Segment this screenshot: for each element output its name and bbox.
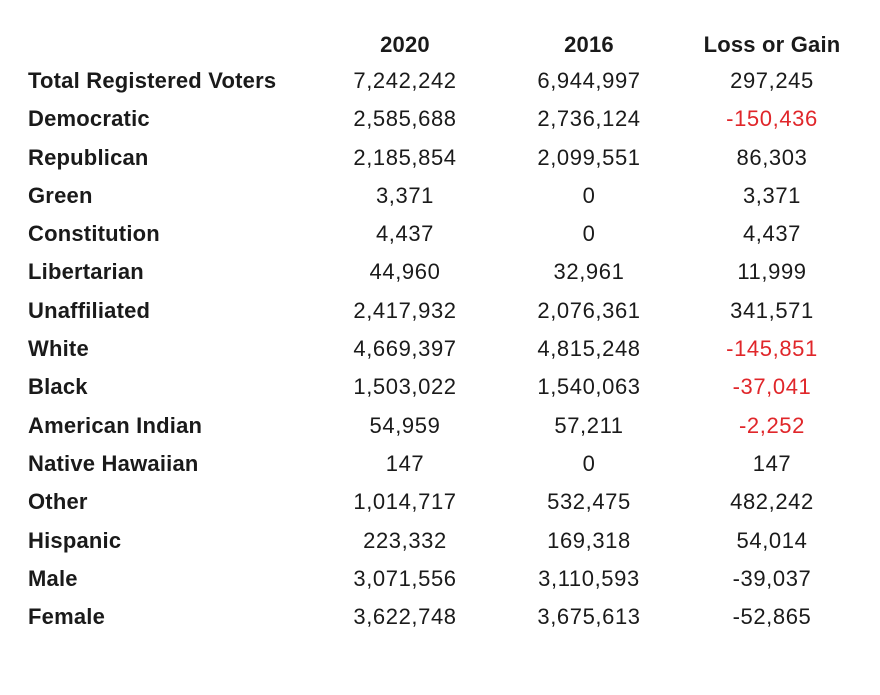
row-label: Black [28, 374, 88, 400]
table-row: Republican 2,185,854 2,099,551 86,303 [0, 139, 880, 177]
table-row: Other 1,014,717 532,475 482,242 [0, 483, 880, 521]
cell-2016: 2,076,361 [537, 297, 641, 323]
cell-2016: 6,944,997 [537, 68, 641, 93]
table-row: Hispanic 223,332 169,318 54,014 [0, 522, 880, 560]
row-label: Green [28, 182, 93, 208]
table-row: Unaffiliated 2,417,932 2,076,361 341,571 [0, 292, 880, 330]
cell-loss-or-gain: 11,999 [737, 259, 807, 285]
cell-loss-or-gain: -37,041 [732, 374, 812, 400]
cell-2020: 7,242,242 [353, 68, 457, 93]
cell-loss-or-gain: -145,851 [726, 336, 818, 362]
row-label: Republican [28, 144, 149, 170]
cell-loss-or-gain: 4,437 [742, 221, 802, 247]
table-row: Black 1,503,022 1,540,063 -37,041 [0, 368, 880, 406]
table-header-row: 2020 2016 Loss or Gain [0, 28, 880, 62]
row-label: Libertarian [28, 259, 144, 285]
cell-loss-or-gain: 86,303 [736, 144, 808, 170]
table-row: Native Hawaiian 147 0 147 [0, 445, 880, 483]
cell-2016: 32,961 [553, 259, 625, 285]
cell-2020: 3,371 [375, 182, 435, 208]
cell-loss-or-gain: -39,037 [732, 565, 812, 591]
column-header-loss-or-gain: Loss or Gain [703, 32, 841, 57]
column-header-2016: 2016 [564, 32, 614, 57]
row-label: Unaffiliated [28, 297, 151, 323]
cell-2016: 57,211 [554, 412, 624, 438]
row-label: Male [28, 565, 78, 591]
cell-2016: 3,675,613 [537, 604, 641, 630]
cell-2016: 4,815,248 [537, 336, 641, 362]
row-label: Total Registered Voters [28, 68, 277, 93]
cell-2016: 0 [582, 182, 596, 208]
cell-loss-or-gain: 297,245 [730, 68, 814, 93]
table-row: White 4,669,397 4,815,248 -145,851 [0, 330, 880, 368]
table-row: Green 3,371 0 3,371 [0, 177, 880, 215]
table-row: Female 3,622,748 3,675,613 -52,865 [0, 598, 880, 636]
row-label: Native Hawaiian [28, 450, 199, 476]
cell-2020: 223,332 [363, 527, 447, 553]
table-row: Male 3,071,556 3,110,593 -39,037 [0, 560, 880, 598]
row-label: American Indian [28, 412, 203, 438]
row-label: White [28, 336, 89, 362]
cell-loss-or-gain: 3,371 [742, 182, 802, 208]
cell-loss-or-gain: 147 [752, 450, 792, 476]
row-label: Other [28, 489, 88, 515]
table-row: Democratic 2,585,688 2,736,124 -150,436 [0, 100, 880, 138]
cell-2020: 2,417,932 [353, 297, 457, 323]
cell-2016: 1,540,063 [537, 374, 641, 400]
cell-2020: 2,185,854 [353, 144, 457, 170]
cell-2020: 3,622,748 [353, 604, 457, 630]
cell-2016: 2,736,124 [537, 106, 641, 132]
cell-2020: 3,071,556 [353, 565, 457, 591]
cell-loss-or-gain: -52,865 [732, 604, 812, 630]
row-label: Constitution [28, 221, 160, 247]
table-row: American Indian 54,959 57,211 -2,252 [0, 407, 880, 445]
cell-2016: 0 [582, 450, 596, 476]
cell-2020: 147 [385, 450, 425, 476]
cell-2020: 4,437 [375, 221, 435, 247]
cell-loss-or-gain: 54,014 [736, 527, 808, 553]
table-row: Total Registered Voters 7,242,242 6,944,99… [0, 62, 880, 100]
column-header-2020: 2020 [380, 32, 430, 57]
voter-registration-table: 2020 2016 Loss or Gain Total Registered … [0, 28, 880, 636]
cell-2020: 44,960 [369, 259, 441, 285]
table-row: Constitution 4,437 0 4,437 [0, 215, 880, 253]
cell-loss-or-gain: 341,571 [730, 297, 814, 323]
row-label: Female [28, 604, 106, 630]
cell-2016: 3,110,593 [538, 565, 640, 591]
cell-loss-or-gain: 482,242 [730, 489, 814, 515]
table-row: Libertarian 44,960 32,961 11,999 [0, 253, 880, 291]
table-body: Total Registered Voters 7,242,242 6,944,99… [0, 62, 880, 636]
cell-loss-or-gain: -2,252 [739, 412, 805, 438]
cell-2016: 169,318 [547, 527, 631, 553]
cell-2016: 0 [582, 221, 596, 247]
cell-2020: 2,585,688 [353, 106, 457, 132]
row-label: Hispanic [28, 527, 122, 553]
cell-loss-or-gain: -150,436 [726, 106, 818, 132]
cell-2020: 4,669,397 [353, 336, 457, 362]
cell-2016: 2,099,551 [537, 144, 641, 170]
cell-2020: 1,503,022 [353, 374, 457, 400]
cell-2020: 1,014,717 [353, 489, 457, 515]
cell-2020: 54,959 [369, 412, 441, 438]
cell-2016: 532,475 [547, 489, 631, 515]
row-label: Democratic [28, 106, 150, 132]
